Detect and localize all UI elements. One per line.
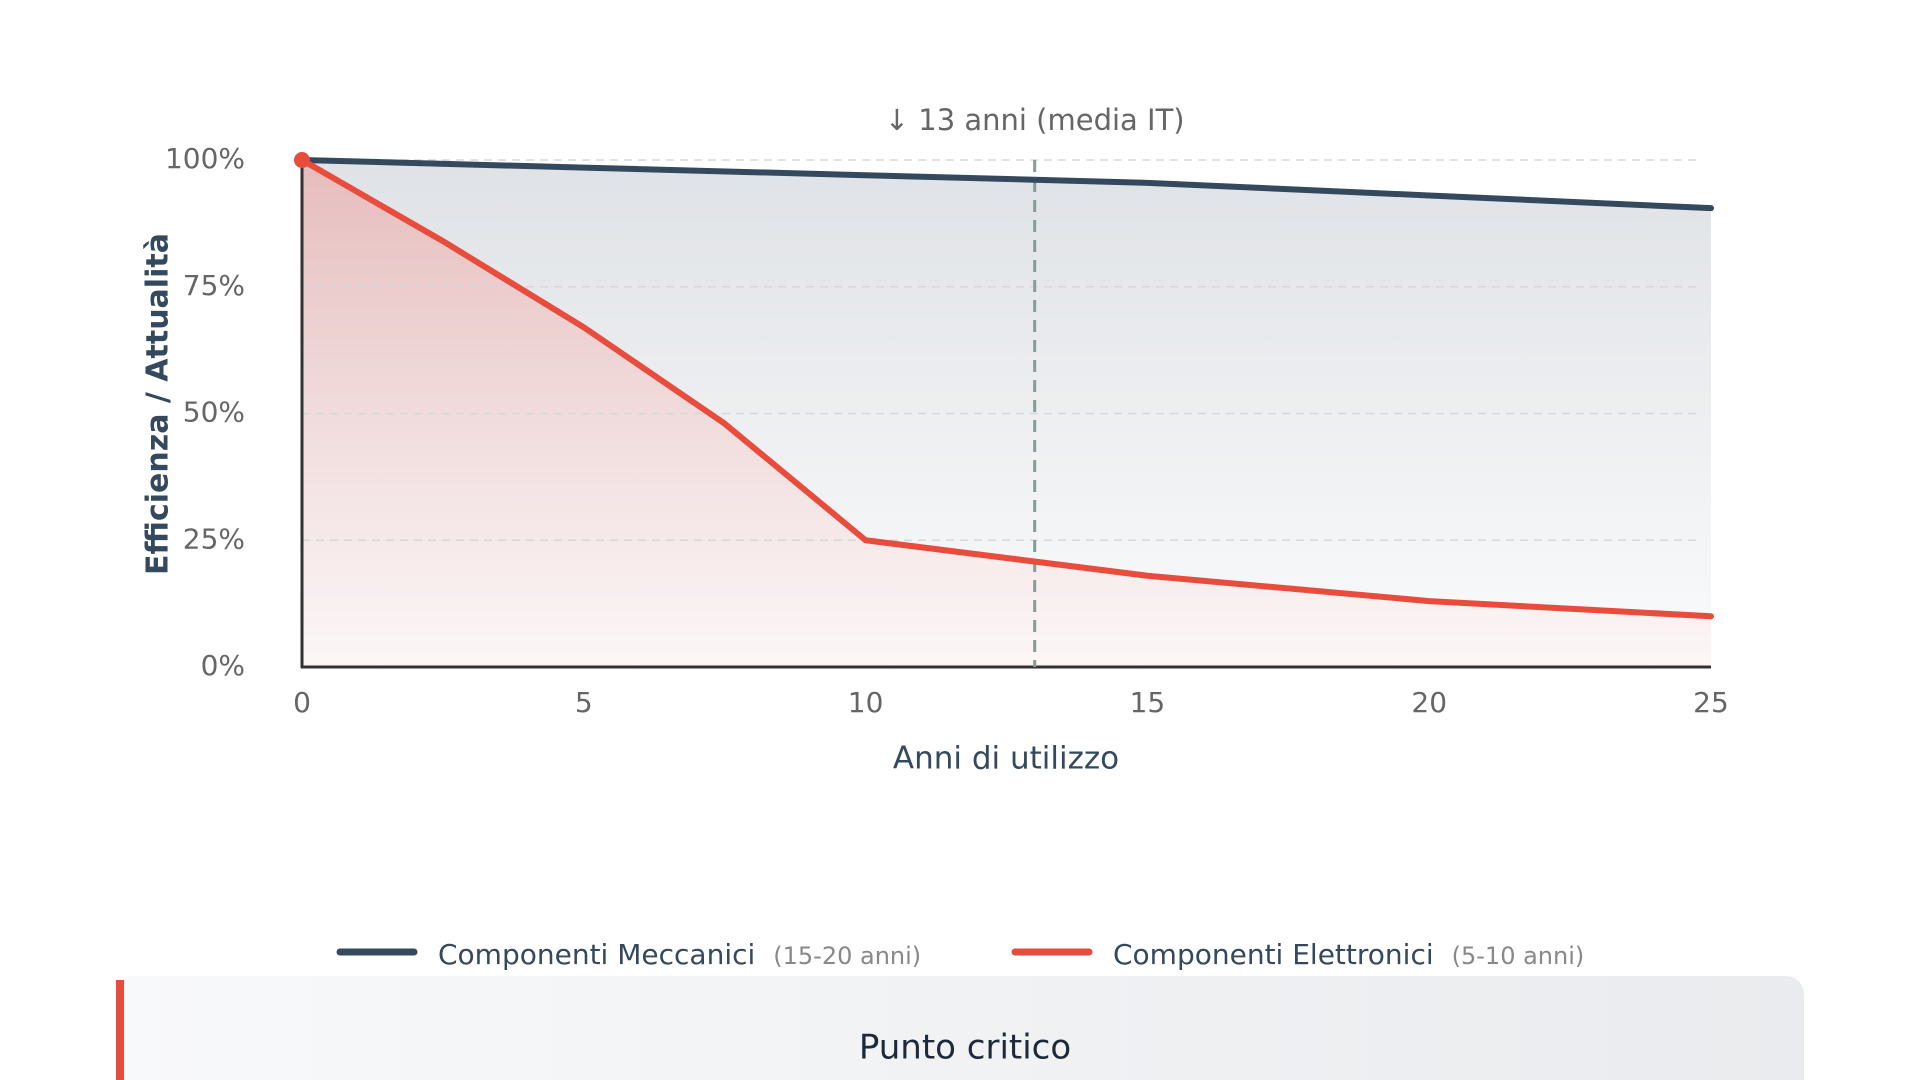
- x-tick-label: 10: [848, 686, 884, 719]
- x-axis-title: Anni di utilizzo: [893, 741, 1119, 777]
- legend-label: Componenti Meccanici: [438, 938, 755, 971]
- x-tick-label: 25: [1693, 686, 1729, 719]
- x-tick-label: 5: [575, 686, 593, 719]
- x-tick-label: 20: [1411, 686, 1447, 719]
- x-tick-label: 15: [1130, 686, 1166, 719]
- card-title: Punto critico: [859, 1028, 1071, 1068]
- card-accent: [116, 980, 124, 1080]
- legend-note: (5-10 anni): [1452, 942, 1585, 970]
- x-tick-label: 0: [293, 686, 311, 719]
- y-tick-label: 100%: [165, 142, 245, 175]
- annotation-label: ↓ 13 anni (media IT): [885, 103, 1185, 137]
- y-tick-label: 50%: [183, 396, 245, 429]
- y-tick-label: 75%: [183, 269, 245, 302]
- y-tick-label: 0%: [201, 649, 245, 682]
- info-card: [116, 976, 1804, 1080]
- start-point: [294, 152, 310, 168]
- series-line: [299, 157, 1714, 212]
- y-axis-title: Efficienza / Attualità: [141, 233, 176, 575]
- legend-label: Componenti Elettronici: [1113, 938, 1434, 971]
- legend-note: (15-20 anni): [773, 942, 921, 970]
- series-line: [299, 157, 1714, 620]
- y-tick-label: 25%: [183, 522, 245, 555]
